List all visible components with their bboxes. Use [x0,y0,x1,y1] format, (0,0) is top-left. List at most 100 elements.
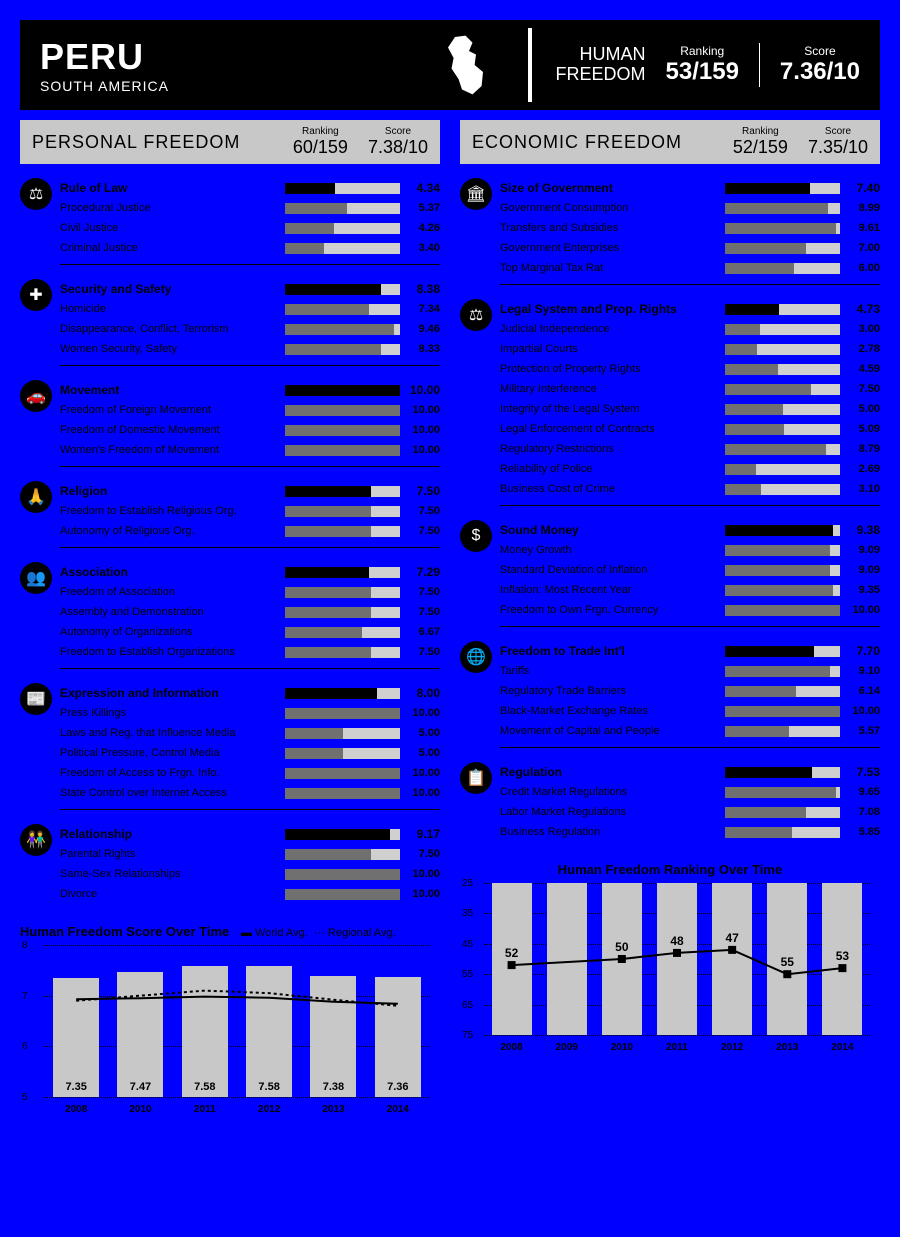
metric-bar [725,666,840,677]
metric-value: 7.50 [400,606,440,618]
metric-value: 9.65 [840,786,880,798]
section-title: ECONOMIC FREEDOM [472,132,682,153]
metric-row: Freedom of Domestic Movement 10.00 [60,420,440,440]
metric-row: Religion 7.50 [60,481,440,501]
metric-label: Business Cost of Crime [500,483,725,495]
metric-label: Money Growth [500,544,725,556]
metric-bar [285,284,400,295]
category: 🏛 Size of Government 7.40 Government Con… [460,178,880,285]
metric-row: Judicial Independence 3.00 [500,319,880,339]
metric-value: 7.50 [400,646,440,658]
metric-label: Relationship [60,827,285,841]
metric-bar [285,183,400,194]
metric-bar [285,445,400,456]
category: $ Sound Money 9.38 Money Growth 9.09 Sta… [460,520,880,627]
human-freedom-label: HUMANFREEDOM [556,45,646,85]
metric-value: 10.00 [400,787,440,799]
metric-label: Autonomy of Religious Org. [60,525,285,537]
metric-bar [725,424,840,435]
metric-bar [285,829,400,840]
metric-row: Same-Sex Relationships 10.00 [60,864,440,884]
metric-label: Sound Money [500,523,725,537]
metric-row: Autonomy of Organizations 6.67 [60,622,440,642]
metric-row: Press Killings 10.00 [60,703,440,723]
metric-row: Inflation: Most Recent Year 9.35 [500,580,880,600]
section-banner: PERSONAL FREEDOM Ranking60/159 Score7.38… [20,120,440,164]
metric-row: Tariffs 9.10 [500,661,880,681]
svg-text:53: 53 [836,949,850,963]
header: PERU SOUTH AMERICA HUMANFREEDOM Ranking … [20,20,880,110]
metric-row: Freedom to Establish Organizations 7.50 [60,642,440,662]
metric-label: Freedom of Foreign Movement [60,404,285,416]
metric-value: 10.00 [400,383,440,397]
metric-label: Security and Safety [60,282,285,296]
metric-label: Women's Freedom of Movement [60,444,285,456]
metric-value: 5.37 [400,202,440,214]
metric-bar [725,565,840,576]
svg-text:50: 50 [615,940,629,954]
metric-value: 7.29 [400,565,440,579]
metric-row: Reliability of Police 2.69 [500,459,880,479]
metric-value: 5.00 [840,403,880,415]
metric-row: Security and Safety 8.38 [60,279,440,299]
money-icon: $ [460,520,492,552]
metric-bar [285,486,400,497]
metric-bar [725,686,840,697]
metric-value: 4.26 [400,222,440,234]
header-score: Score 7.36/10 [780,44,860,86]
metric-row: Business Regulation 5.85 [500,822,880,842]
car-icon: 🚗 [20,380,52,412]
pray-icon: 🙏 [20,481,52,513]
metric-bar [725,404,840,415]
metric-row: Regulation 7.53 [500,762,880,782]
metric-bar [725,444,840,455]
category: ✚ Security and Safety 8.38 Homicide 7.34… [20,279,440,366]
metric-bar [285,647,400,658]
scales-icon: ⚖ [460,299,492,331]
metric-label: Government Enterprises [500,242,725,254]
metric-row: Political Pressure, Control Media 5.00 [60,743,440,763]
metric-bar [725,646,840,657]
svg-text:47: 47 [725,931,739,945]
metric-label: Same-Sex Relationships [60,868,285,880]
metric-label: Disappearance, Conflict, Terrorism [60,323,285,335]
metric-row: Freedom of Foreign Movement 10.00 [60,400,440,420]
metric-bar [285,607,400,618]
metric-row: Women's Freedom of Movement 10.00 [60,440,440,460]
metric-bar [725,585,840,596]
metric-row: Freedom of Access to Frgn. Info. 10.00 [60,763,440,783]
metric-label: Business Regulation [500,826,725,838]
metric-value: 10.00 [400,707,440,719]
metric-bar [725,464,840,475]
metric-label: Assembly and Demonstration [60,606,285,618]
metric-label: Tariffs [500,665,725,677]
metric-row: Transfers and Subsidies 9.61 [500,218,880,238]
category: ⚖ Rule of Law 4.34 Procedural Justice 5.… [20,178,440,265]
metric-row: Movement of Capital and People 5.57 [500,721,880,741]
metric-value: 10.00 [400,424,440,436]
metric-label: Autonomy of Organizations [60,626,285,638]
svg-text:48: 48 [670,934,684,948]
metric-label: Regulatory Trade Barriers [500,685,725,697]
metric-value: 9.17 [400,827,440,841]
metric-bar [725,263,840,274]
metric-label: Regulatory Restrictions [500,443,725,455]
metric-label: Judicial Independence [500,323,725,335]
metric-label: Expression and Information [60,686,285,700]
metric-label: State Control over Internet Access [60,787,285,799]
metric-value: 2.78 [840,343,880,355]
metric-value: 7.50 [400,484,440,498]
metric-row: Assembly and Demonstration 7.50 [60,602,440,622]
metric-bar [285,728,400,739]
region-name: SOUTH AMERICA [40,78,169,94]
metric-value: 6.14 [840,685,880,697]
metric-value: 7.40 [840,181,880,195]
svg-text:55: 55 [781,955,795,969]
metric-label: Government Consumption [500,202,725,214]
country-name: PERU [40,36,169,78]
metric-row: Laws and Reg. that Influence Media 5.00 [60,723,440,743]
metric-value: 3.10 [840,483,880,495]
metric-row: Integrity of the Legal System 5.00 [500,399,880,419]
metric-bar [285,405,400,416]
metric-bar [725,726,840,737]
